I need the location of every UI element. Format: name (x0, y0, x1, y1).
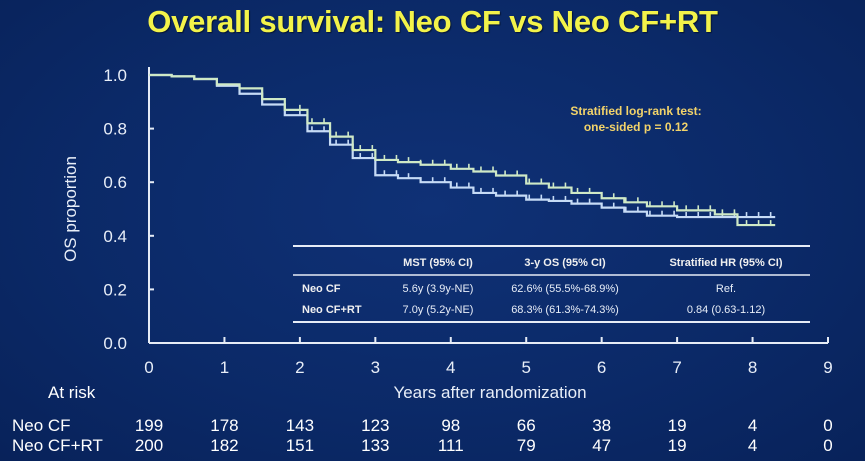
table-cell: 7.0y (5.2y-NE) (403, 304, 474, 316)
table-header: Stratified HR (95% CI) (669, 257, 782, 269)
table-header: MST (95% CI) (403, 257, 473, 269)
at-risk-count: 38 (592, 416, 611, 435)
axes: 0.0 0.2 0.4 0.6 0.8 1.0 0 1 2 3 4 5 6 7 8 9 Years after … (61, 66, 833, 402)
table-cell: 5.6y (3.9y-NE) (403, 283, 474, 295)
y-tick-label: 0.6 (103, 173, 127, 192)
at-risk-count: 182 (210, 436, 238, 455)
at-risk-count: 4 (748, 416, 757, 435)
at-risk-count: 19 (668, 416, 687, 435)
x-tick-label: 0 (144, 358, 153, 377)
annotation-line: one-sided p = 0.12 (584, 120, 689, 134)
at-risk-count: 151 (286, 436, 314, 455)
at-risk-count: 199 (135, 416, 163, 435)
table-header: 3-y OS (95% CI) (524, 257, 606, 269)
x-tick-label: 9 (823, 358, 832, 377)
logrank-annotation: Stratified log-rank test: one-sided p = 0… (570, 104, 701, 134)
at-risk-row-label: Neo CF (12, 416, 71, 435)
x-axis-title: Years after randomization (393, 383, 586, 402)
x-tick-label: 8 (748, 358, 757, 377)
x-tick-label: 1 (220, 358, 229, 377)
table-cell: 62.6% (55.5%-68.9%) (511, 283, 619, 295)
at-risk-count: 19 (668, 436, 687, 455)
at-risk-count: 4 (748, 436, 757, 455)
y-tick-label: 0.2 (103, 280, 127, 299)
summary-table: MST (95% CI) 3-y OS (95% CI) Stratified HR… (293, 245, 810, 323)
at-risk-count: 123 (361, 416, 389, 435)
survival-curves (149, 73, 776, 227)
table-cell: 68.3% (61.3%-74.3%) (511, 304, 619, 316)
y-axis-title: OS proportion (61, 156, 80, 262)
table-row-label: Neo CF (302, 283, 341, 295)
at-risk-count: 200 (135, 436, 163, 455)
at-risk-count: 111 (438, 436, 464, 455)
x-tick-label: 6 (597, 358, 606, 377)
table-cell: Ref. (716, 283, 736, 295)
table-row-label: Neo CF+RT (302, 304, 362, 316)
chart-title: Overall survival: Neo CF vs Neo CF+RT (147, 4, 718, 39)
at-risk-count: 98 (441, 416, 460, 435)
at-risk-count: 178 (210, 416, 238, 435)
x-tick-label: 4 (446, 358, 455, 377)
y-tick-label: 0.8 (103, 120, 127, 139)
at-risk-count: 0 (823, 416, 832, 435)
y-tick-label: 0.4 (103, 227, 127, 246)
at-risk-count: 0 (823, 436, 832, 455)
x-tick-label: 3 (371, 358, 380, 377)
x-tick-label: 5 (521, 358, 530, 377)
x-tick-label: 2 (295, 358, 304, 377)
at-risk-count: 143 (286, 416, 314, 435)
at-risk-count: 66 (517, 416, 536, 435)
curve-neo-cf (149, 73, 776, 219)
at-risk-count: 133 (361, 436, 389, 455)
annotation-line: Stratified log-rank test: (570, 104, 701, 118)
curve-neo-cf-rt (149, 73, 776, 227)
at-risk-count: 79 (517, 436, 536, 455)
at-risk-count: 47 (592, 436, 611, 455)
at-risk-table: At risk Neo CF 199 178 143 123 98 66 38 19 4 0 Neo C… (12, 383, 833, 455)
table-cell: 0.84 (0.63-1.12) (687, 304, 765, 316)
x-tick-label: 7 (672, 358, 681, 377)
y-tick-label: 0.0 (103, 334, 127, 353)
at-risk-label: At risk (48, 383, 96, 402)
y-tick-label: 1.0 (103, 66, 127, 85)
at-risk-row-label: Neo CF+RT (12, 436, 103, 455)
